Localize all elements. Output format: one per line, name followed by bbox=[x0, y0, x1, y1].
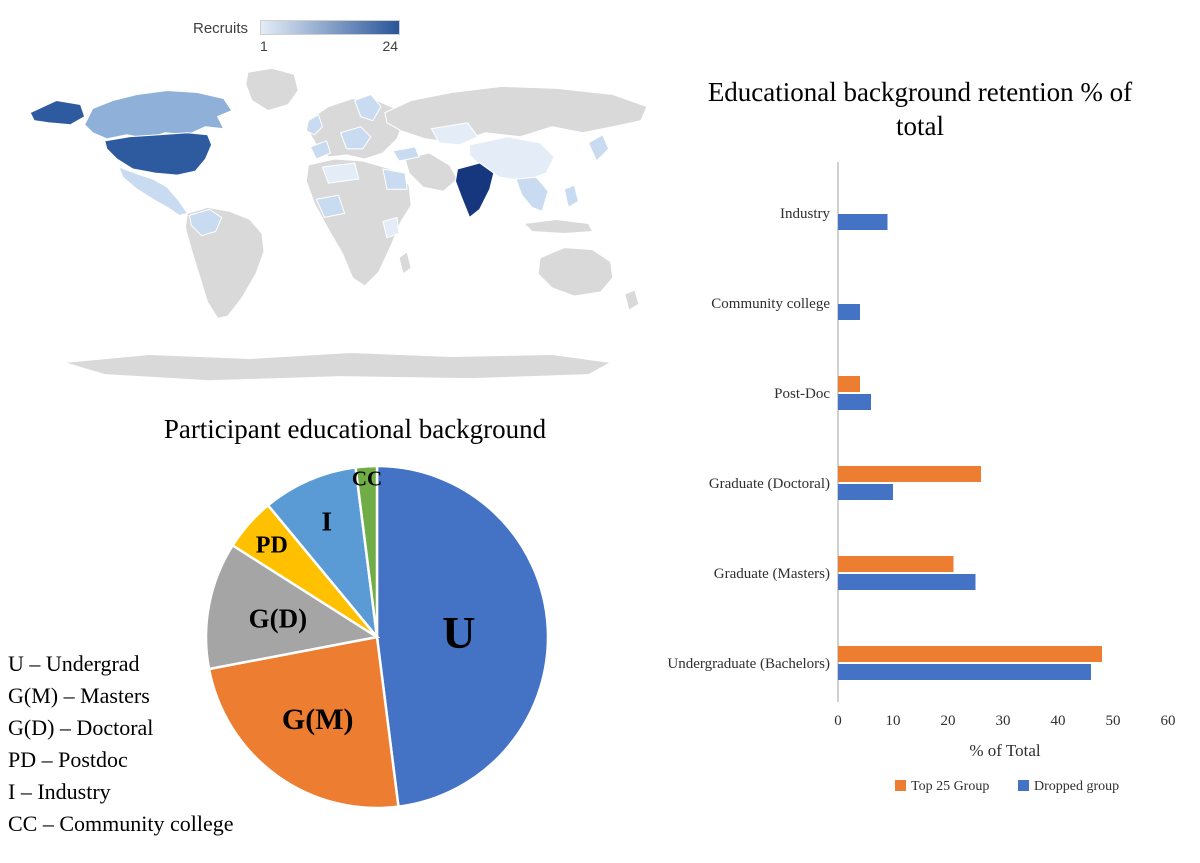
pie-key-line: U – Undergrad bbox=[8, 651, 140, 676]
region-australia bbox=[537, 247, 614, 297]
map-legend-max: 24 bbox=[382, 38, 399, 54]
country-scandinavia bbox=[354, 93, 382, 122]
region-russia-north-asia bbox=[384, 85, 648, 144]
country-alaska-us bbox=[29, 100, 86, 126]
region-new-zealand bbox=[624, 289, 640, 311]
region-madagascar bbox=[398, 251, 412, 275]
world-choropleth-map bbox=[29, 67, 648, 382]
map-legend-min: 1 bbox=[260, 38, 268, 54]
country-iberia bbox=[309, 140, 332, 160]
country-west-africa bbox=[315, 194, 346, 218]
region-antarctica bbox=[63, 351, 612, 382]
country-india bbox=[454, 162, 495, 218]
bar-x-tick-50: 50 bbox=[1106, 713, 1121, 729]
map-legend-scale: 1 24 bbox=[260, 20, 401, 54]
bar-dropped-group-post-doc bbox=[838, 394, 871, 410]
country-kenya bbox=[382, 216, 400, 239]
bar-dropped-group-undergraduate-bachelors bbox=[838, 664, 1091, 680]
bar-chart-title: Educational background retention % of to… bbox=[707, 77, 1133, 141]
bar-x-tick-10: 10 bbox=[886, 713, 901, 729]
country-north-africa bbox=[321, 162, 360, 184]
pie-key-line: G(D) – Doctoral bbox=[8, 715, 154, 740]
pie-slice-label-g-m: G(M) bbox=[282, 703, 354, 736]
bar-category-label-post-doc: Post-Doc bbox=[774, 386, 830, 402]
bar-dropped-group-graduate-doctoral bbox=[838, 484, 893, 500]
region-greenland bbox=[245, 67, 299, 112]
country-philippines bbox=[563, 184, 579, 208]
retention-bar-chart: Industry Community college Post-Doc Graduat… bbox=[667, 162, 1176, 794]
pie-slice-cc bbox=[354, 464, 379, 638]
region-africa bbox=[305, 158, 412, 287]
legend-label-top-25-group: Top 25 Group bbox=[911, 779, 989, 794]
bar-category-label-undergraduate-bachelors: Undergraduate (Bachelors) bbox=[667, 656, 830, 672]
pie-slice-u bbox=[375, 464, 550, 809]
pie-chart-title: Participant educational background bbox=[163, 414, 547, 444]
bar-x-axis-label: % of Total bbox=[969, 741, 1040, 760]
bar-top-25-group-post-doc bbox=[838, 376, 860, 392]
bar-x-tick-0: 0 bbox=[834, 713, 842, 729]
pie-key-line: CC – Community college bbox=[8, 811, 234, 836]
bar-category-label-community-college: Community college bbox=[711, 296, 830, 312]
pie-key-line: PD – Postdoc bbox=[8, 747, 128, 772]
bar-top-25-group-graduate-masters bbox=[838, 556, 954, 572]
bar-dropped-group-community-college bbox=[838, 304, 860, 320]
legend-label-dropped-group: Dropped group bbox=[1034, 779, 1119, 794]
bar-x-tick-20: 20 bbox=[941, 713, 956, 729]
map-legend-title: Recruits bbox=[193, 20, 249, 37]
bar-x-tick-60: 60 bbox=[1161, 713, 1176, 729]
map-legend-ends: 1 24 bbox=[260, 38, 398, 54]
bar-dropped-group-graduate-masters bbox=[838, 574, 976, 590]
bar-x-tick-30: 30 bbox=[996, 713, 1011, 729]
country-colombia-ecuador bbox=[188, 208, 223, 237]
map-gradient-bar bbox=[260, 20, 401, 35]
pie-slice-label-u: U bbox=[442, 607, 475, 658]
pie-chart: U G(M) G(D) PD I CC bbox=[204, 464, 550, 810]
region-middle-east bbox=[404, 152, 458, 192]
pie-slice-label-i: I bbox=[321, 506, 332, 536]
country-southeast-asia bbox=[515, 176, 549, 212]
country-uk bbox=[305, 114, 323, 136]
pie-slice-label-cc: CC bbox=[352, 467, 382, 491]
pie-slice-label-pd: PD bbox=[256, 533, 288, 559]
bar-x-tick-40: 40 bbox=[1051, 713, 1066, 729]
country-japan bbox=[587, 134, 610, 162]
country-canada bbox=[84, 89, 233, 140]
bar-top-25-group-graduate-doctoral bbox=[838, 466, 981, 482]
legend-swatch-top-25-group bbox=[895, 780, 906, 791]
region-indonesia bbox=[523, 218, 594, 235]
country-kazakhstan bbox=[430, 122, 479, 146]
country-usa bbox=[104, 132, 213, 176]
country-egypt bbox=[382, 168, 408, 190]
pie-slice-g-d bbox=[204, 543, 381, 671]
country-central-europe bbox=[340, 126, 372, 150]
pie-key-line: I – Industry bbox=[8, 779, 111, 804]
pie-slice-label-g-d: G(D) bbox=[249, 604, 307, 634]
pie-slice-i bbox=[266, 465, 379, 642]
bar-category-label-industry: Industry bbox=[780, 206, 830, 222]
bar-dropped-group-industry bbox=[838, 214, 888, 230]
country-mexico-central-america bbox=[118, 166, 188, 216]
country-turkey bbox=[392, 146, 420, 162]
legend-swatch-dropped-group bbox=[1018, 780, 1029, 791]
bar-category-label-graduate-doctoral: Graduate (Doctoral) bbox=[709, 476, 830, 492]
pie-key: U – Undergrad G(M) – Masters G(D) – Doctor… bbox=[8, 648, 234, 840]
bar-top-25-group-undergraduate-bachelors bbox=[838, 646, 1102, 662]
map-legend: Recruits 1 24 bbox=[193, 20, 401, 54]
bar-category-label-graduate-masters: Graduate (Masters) bbox=[714, 566, 830, 582]
pie-key-line: G(M) – Masters bbox=[8, 683, 150, 708]
pie-slice-g-m bbox=[207, 635, 400, 810]
